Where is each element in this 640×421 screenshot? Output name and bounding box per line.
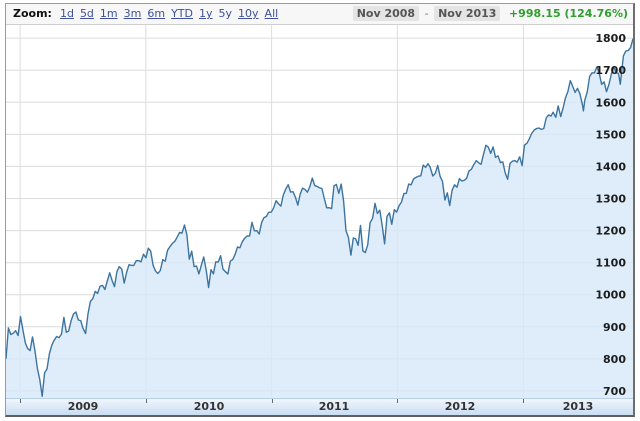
- range-start-chip: Nov 2008: [352, 6, 420, 21]
- price-line: [6, 38, 633, 397]
- zoom-range-5y[interactable]: 5y: [218, 7, 233, 20]
- y-axis-label: 1500: [595, 128, 626, 141]
- range-info: Nov 2008 - Nov 2013 +998.15 (124.76%): [352, 4, 628, 24]
- zoom-range-3m[interactable]: 3m: [123, 7, 142, 20]
- zoom-controls: Zoom: 1d 5d 1m 3m 6m YTD 1y 5y 10y All: [13, 4, 281, 24]
- zoom-range-5d[interactable]: 5d: [79, 7, 94, 20]
- range-end-chip: Nov 2013: [434, 6, 501, 21]
- x-axis-year-label: 2013: [562, 400, 594, 413]
- chart-header: Zoom: 1d 5d 1m 3m 6m YTD 1y 5y 10y All Nov 2008 - …: [6, 4, 633, 25]
- zoom-range-6m[interactable]: 6m: [147, 7, 166, 20]
- x-axis-tick: [146, 399, 147, 403]
- zoom-range-1m[interactable]: 1m: [99, 7, 118, 20]
- x-axis-tick: [272, 399, 273, 403]
- y-axis-label: 1700: [595, 64, 626, 77]
- chart-area: 700 800 900 1000 1100 1200 1300 1400 1500 1600 170…: [6, 25, 633, 398]
- y-axis-label: 1000: [595, 289, 626, 302]
- price-area-fill: [6, 38, 633, 398]
- zoom-range-all[interactable]: All: [264, 7, 279, 20]
- y-axis-label: 1800: [595, 32, 626, 45]
- x-axis-year-label: 2009: [67, 400, 99, 413]
- x-axis-year-label: 2012: [444, 400, 476, 413]
- y-axis-label: 1300: [595, 193, 626, 206]
- range-separator: -: [424, 7, 429, 20]
- y-axis-label: 800: [603, 353, 626, 366]
- x-axis-tick: [20, 399, 21, 403]
- y-axis-label: 700: [603, 385, 626, 398]
- price-change: +998.15 (124.76%): [508, 7, 628, 20]
- x-axis-tick: [397, 399, 398, 403]
- y-axis-label: 1200: [595, 225, 626, 238]
- zoom-range-10y[interactable]: 10y: [238, 7, 259, 20]
- price-area-chart[interactable]: 700 800 900 1000 1100 1200 1300 1400 1500 1600 170…: [6, 25, 633, 398]
- y-axis-label: 900: [603, 321, 626, 334]
- y-axis-label: 1400: [595, 160, 626, 173]
- zoom-range-1y[interactable]: 1y: [199, 7, 213, 20]
- x-axis-tick: [523, 399, 524, 403]
- y-axis-label: 1600: [595, 96, 626, 109]
- zoom-label: Zoom:: [13, 7, 52, 20]
- stock-chart-widget: Zoom: 1d 5d 1m 3m 6m YTD 1y 5y 10y All Nov 2008 - …: [5, 3, 635, 417]
- zoom-range-ytd[interactable]: YTD: [171, 7, 193, 20]
- x-axis-year-label: 2011: [318, 400, 350, 413]
- x-axis-year-label: 2010: [193, 400, 225, 413]
- y-axis-label: 1100: [595, 257, 626, 270]
- zoom-range-1d[interactable]: 1d: [59, 7, 74, 20]
- x-axis-band: 2009 2010 2011 2012 2013: [6, 398, 633, 415]
